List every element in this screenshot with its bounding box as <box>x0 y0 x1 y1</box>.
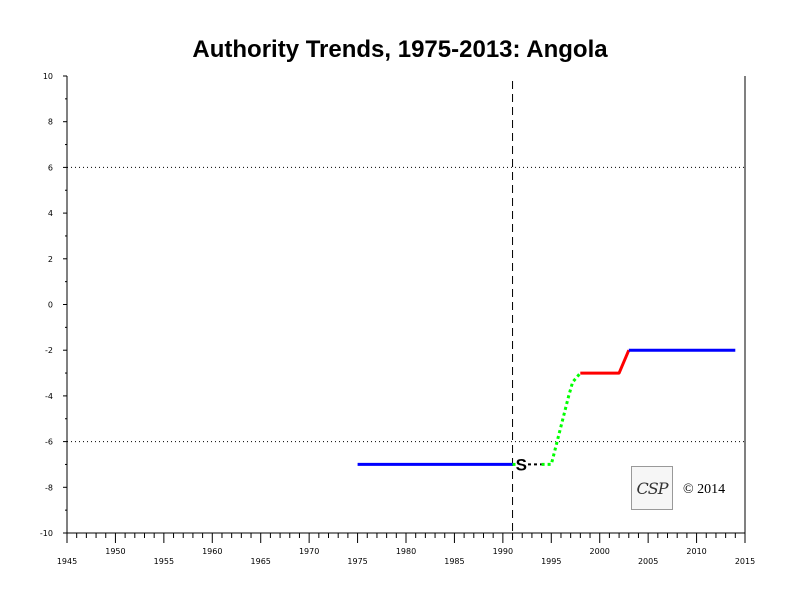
y-tick-label: 2 <box>48 255 53 264</box>
x-tick-label: 1990 <box>493 547 513 556</box>
y-tick-label: 6 <box>48 163 53 172</box>
y-tick-label: -4 <box>45 392 53 401</box>
x-tick-label: 2015 <box>735 557 755 566</box>
x-tick-label: 1955 <box>154 557 174 566</box>
y-tick-label: 4 <box>48 209 53 218</box>
y-tick-label: -10 <box>40 529 53 538</box>
x-tick-label: 2000 <box>590 547 610 556</box>
y-tick-label: -6 <box>45 438 53 447</box>
x-tick-label: 1945 <box>57 557 77 566</box>
y-tick-label: -8 <box>45 483 53 492</box>
event-marker-label: S <box>516 455 527 474</box>
x-tick-label: 1960 <box>202 547 222 556</box>
y-tick-label: 8 <box>48 118 53 127</box>
chart-title: Authority Trends, 1975-2013: Angola <box>192 36 608 63</box>
x-tick-label: 1985 <box>444 557 464 566</box>
event-marker: S <box>516 455 527 474</box>
x-tick-label: 1995 <box>541 557 561 566</box>
x-tick-label: 1950 <box>105 547 125 556</box>
x-tick-label: 2010 <box>686 547 706 556</box>
series-segment <box>541 372 582 466</box>
y-tick-label: 10 <box>43 72 53 81</box>
x-tick-label: 1975 <box>347 557 367 566</box>
x-tick-label: 1965 <box>251 557 271 566</box>
series-segment <box>580 349 631 375</box>
x-tick-label: 2005 <box>638 557 658 566</box>
y-tick-label: -2 <box>45 346 53 355</box>
x-tick-label: 1970 <box>299 547 319 556</box>
x-axis-ticks: 1945 1950 1955 1960 1965 1970 1975 1980 1985 1990… <box>57 533 755 566</box>
logo-text: CSP <box>636 478 669 498</box>
copyright-text: © 2014 <box>683 482 726 497</box>
y-axis-ticks: 10 8 6 4 2 0 -2 -4 -6 -8 -10 <box>40 72 67 538</box>
y-tick-label: 0 <box>48 301 53 310</box>
series-lines <box>357 348 736 466</box>
csp-logo: CSP <box>631 466 673 510</box>
x-tick-label: 1980 <box>396 547 416 556</box>
